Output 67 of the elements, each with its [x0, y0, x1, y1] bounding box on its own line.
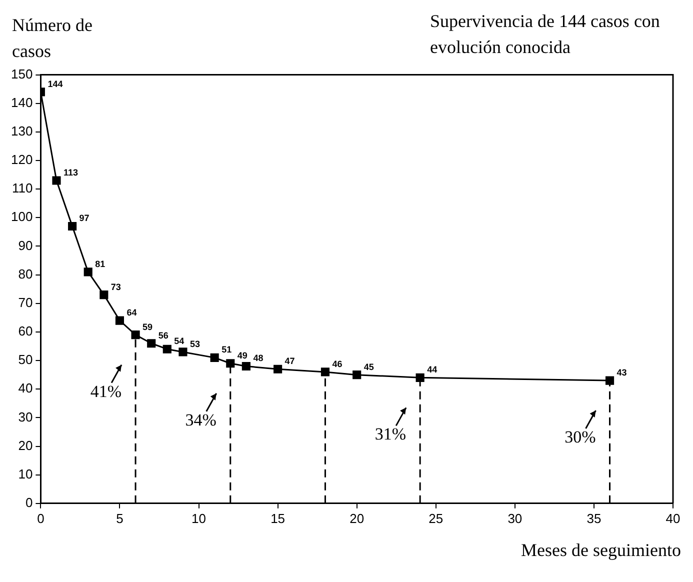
point — [274, 364, 282, 374]
point — [162, 344, 172, 354]
y-tick-label: 10 — [18, 466, 33, 482]
x-tick-label: 0 — [37, 510, 44, 526]
y-tick-label: 40 — [18, 380, 33, 396]
point — [605, 376, 614, 385]
y-tick-label: 60 — [18, 324, 33, 339]
point — [226, 359, 235, 368]
y-tick-label: 120 — [10, 152, 33, 168]
point — [242, 362, 250, 371]
y-tick-label: 130 — [10, 124, 33, 139]
data-label: 43 — [616, 368, 627, 378]
y-axis-title: Número de casos — [12, 14, 94, 63]
point — [52, 176, 61, 185]
data-label: 45 — [364, 362, 374, 372]
data-label: 51 — [222, 344, 232, 355]
y-tick-label: 70 — [18, 294, 33, 310]
point — [210, 353, 219, 362]
data-label: 53 — [190, 338, 200, 349]
y-tick-label: 30 — [18, 409, 33, 424]
point — [352, 370, 362, 380]
x-tick-label: 5 — [116, 510, 124, 526]
x-tick-label: 15 — [270, 510, 286, 526]
annotation: 31% — [374, 424, 406, 444]
data-label: 49 — [237, 350, 248, 360]
x-tick-label: 25 — [428, 510, 444, 526]
annotation: 41% — [90, 382, 122, 401]
y-tick-label: 20 — [18, 438, 33, 453]
annotation: 34% — [185, 410, 216, 430]
point — [115, 316, 124, 325]
y-tick-label: 80 — [18, 266, 33, 282]
data-label: 81 — [95, 258, 106, 269]
point — [320, 368, 330, 376]
point — [178, 348, 188, 356]
data-label: 64 — [126, 308, 137, 318]
y-tick-label: 140 — [10, 94, 33, 110]
data-label: 144 — [48, 78, 63, 89]
y-tick-label: 150 — [10, 66, 33, 82]
x-tick-label: 30 — [508, 510, 522, 526]
point — [416, 373, 424, 382]
y-tick-label: 50 — [18, 352, 33, 368]
x-tick-label: 40 — [666, 510, 680, 526]
x-tick-label: 10 — [192, 510, 206, 526]
data-label: 97 — [79, 213, 90, 224]
point — [131, 330, 140, 340]
point — [68, 222, 77, 231]
y-tick-label: 110 — [12, 180, 33, 196]
y-tick-label: 0 — [25, 494, 33, 510]
y-tick-label: 100 — [10, 209, 33, 224]
data-label: 48 — [253, 353, 264, 364]
data-label: 73 — [110, 282, 121, 292]
point — [84, 268, 92, 276]
data-label: 54 — [174, 336, 184, 346]
data-label: 56 — [158, 330, 168, 340]
data-label: 113 — [64, 168, 78, 178]
point — [147, 339, 156, 348]
annotation: 30% — [564, 428, 596, 447]
y-tick-label: 90 — [18, 238, 33, 253]
x-tick-label: 20 — [350, 510, 364, 526]
data-label: 46 — [332, 358, 342, 369]
x-tick-label: 35 — [586, 510, 602, 526]
data-label: 47 — [284, 356, 295, 366]
point — [100, 290, 108, 300]
x-axis-title: Meses de seguimiento — [521, 540, 681, 561]
data-label: 44 — [427, 364, 438, 375]
data-label: 59 — [142, 322, 153, 332]
chart-title: Supervivencia de 144 casos con evolución conocida — [430, 10, 661, 59]
